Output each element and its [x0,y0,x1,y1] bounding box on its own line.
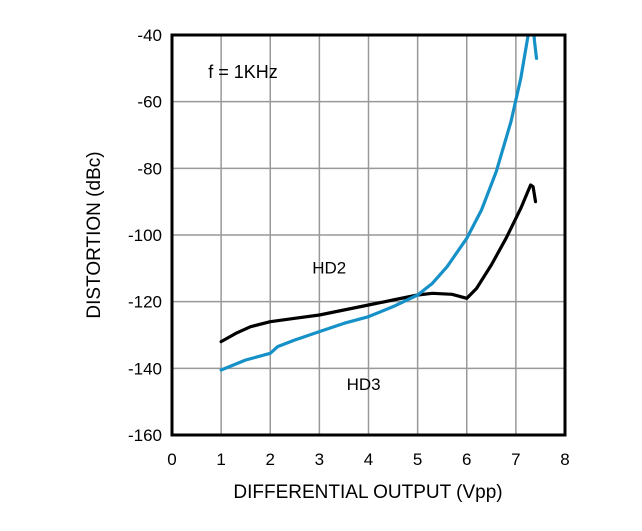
series-curves [219,35,539,372]
series-curve-hd2 [219,183,538,344]
x-tick-label: 2 [266,450,275,469]
plot-border [170,33,567,437]
x-tick-label: 6 [462,450,471,469]
y-tick-label: -160 [128,426,162,445]
tick-labels: 0 1 2 3 4 5 6 7 8 -160 -140 -120 -100 -80 -60 -40 [128,26,570,469]
x-axis-label: DIFFERENTIAL OUTPUT (Vpp) [233,482,502,503]
series-label-hd2: HD2 [312,258,346,277]
annotation-frequency: f = 1KHz [208,62,278,82]
y-tick-label: -140 [128,359,162,378]
y-tick-label: -100 [128,226,162,245]
y-tick-label: -120 [128,293,162,312]
x-tick-label: 0 [167,450,176,469]
y-axis-label: DISTORTION (dBc) [84,151,105,318]
series-labels: HD2 HD3 [312,258,380,394]
y-tick-label: -80 [137,159,162,178]
x-tick-label: 7 [511,450,520,469]
x-tick-label: 1 [216,450,225,469]
y-tick-label: -60 [137,93,162,112]
x-tick-label: 5 [413,450,422,469]
x-tick-label: 8 [560,450,569,469]
series-curve-hd3 [219,35,539,372]
y-tick-label: -40 [137,26,162,45]
series-label-hd3: HD3 [347,375,381,394]
x-tick-label: 3 [315,450,324,469]
x-tick-label: 4 [364,450,373,469]
